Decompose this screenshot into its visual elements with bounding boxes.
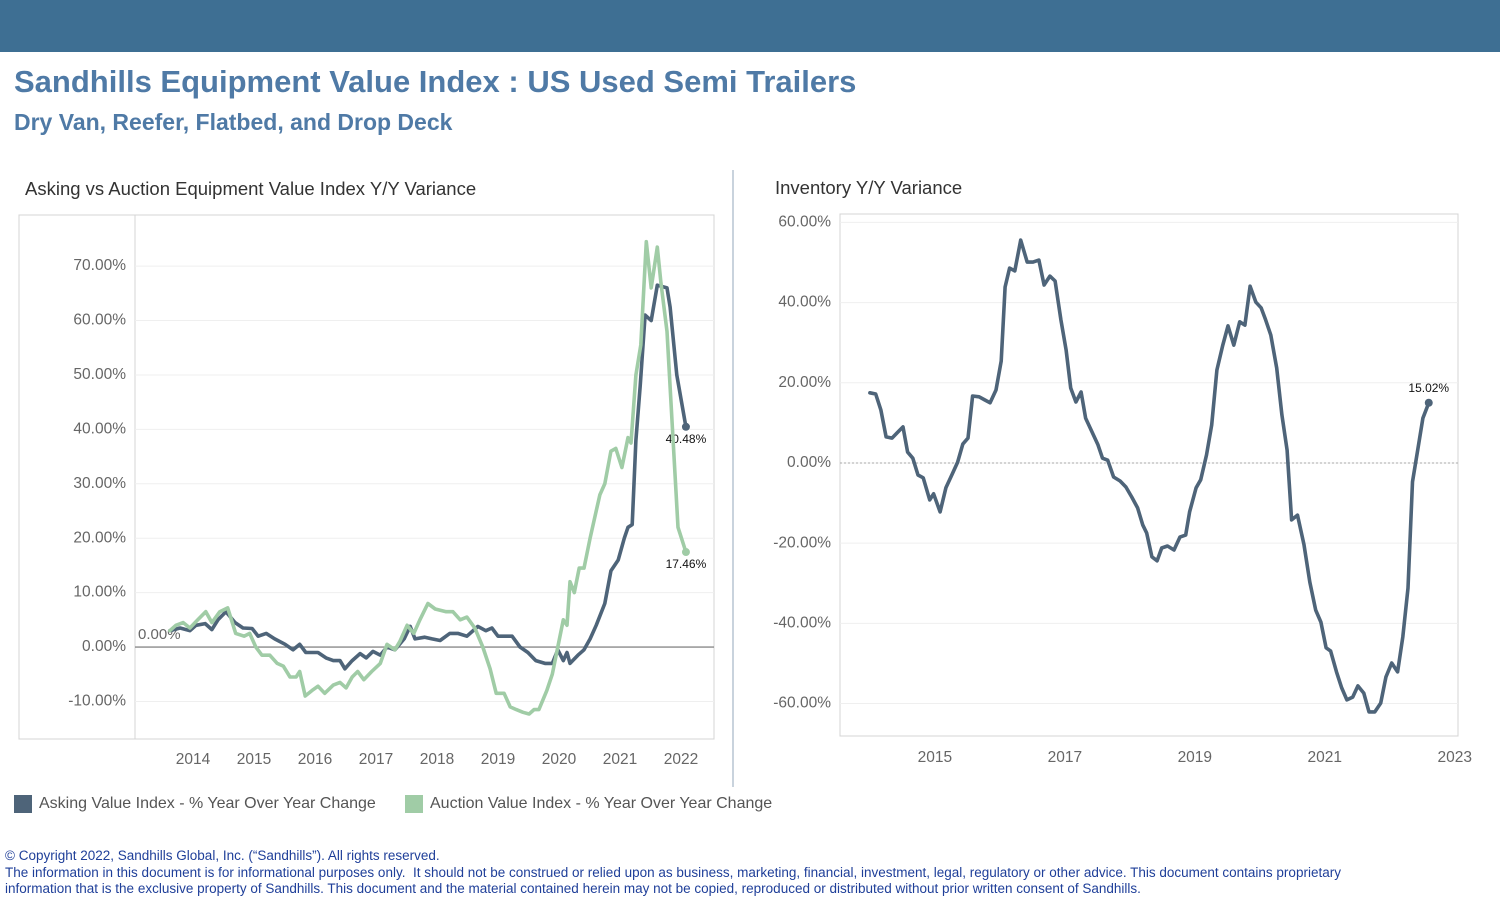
header-band	[0, 0, 1500, 52]
x-tick-label: 2017	[359, 751, 393, 768]
legend-label: Asking Value Index - % Year Over Year Ch…	[39, 795, 376, 812]
value-label: 17.46%	[666, 557, 707, 571]
y-tick-label: -20.00%	[773, 534, 831, 551]
chart-title: Inventory Y/Y Variance	[775, 177, 962, 198]
y-tick-label: 40.00%	[778, 294, 831, 311]
legend-swatch	[14, 795, 32, 813]
legend-swatch	[405, 795, 423, 813]
x-tick-label: 2015	[918, 749, 952, 766]
page-subtitle: Dry Van, Reefer, Flatbed, and Drop Deck	[14, 109, 453, 135]
plot-frame	[839, 213, 1459, 737]
value-label: 40.48%	[666, 432, 707, 446]
y-tick-label: -40.00%	[773, 614, 831, 631]
y-tick-label: 20.00%	[778, 374, 831, 391]
x-tick-label: 2016	[298, 751, 332, 768]
y-tick-label: -10.00%	[68, 693, 126, 710]
x-tick-label: 2019	[481, 751, 515, 768]
value-label: 15.02%	[1408, 381, 1449, 395]
y-tick-label: 40.00%	[73, 420, 126, 437]
x-tick-label: 2023	[1438, 749, 1472, 766]
x-tick-label: 2021	[1308, 749, 1342, 766]
plot-frame	[18, 214, 715, 740]
x-tick-label: 2022	[664, 751, 698, 768]
y-tick-label: 50.00%	[73, 366, 126, 383]
line-series	[168, 283, 688, 671]
x-tick-label: 2015	[237, 751, 271, 768]
y-tick-label: 10.00%	[73, 584, 126, 601]
y-tick-label: 60.00%	[778, 214, 831, 231]
y-tick-label: 70.00%	[73, 257, 126, 274]
chart-title: Asking vs Auction Equipment Value Index …	[25, 178, 476, 199]
x-tick-label: 2020	[542, 751, 577, 768]
y-tick-label: -60.00%	[773, 695, 831, 712]
x-tick-label: 2014	[176, 751, 211, 768]
y-tick-label: 0.00%	[787, 454, 831, 471]
disclaimer-line: information that is the exclusive proper…	[5, 881, 1141, 896]
dashboard: Sandhills Equipment Value Index : US Use…	[0, 0, 1500, 813]
y-tick-label: 0.00%	[82, 638, 126, 655]
y-tick-label: 30.00%	[73, 475, 126, 492]
x-tick-label: 2018	[420, 751, 454, 768]
end-point	[681, 422, 690, 431]
line-series	[868, 238, 1431, 714]
end-point	[1424, 398, 1433, 407]
y-tick-label: 20.00%	[73, 529, 126, 546]
copyright: © Copyright 2022, Sandhills Global, Inc.…	[5, 848, 440, 863]
x-tick-label: 2021	[603, 751, 637, 768]
disclaimer-line: The information in this document is for …	[5, 865, 1341, 880]
x-tick-label: 2017	[1048, 749, 1082, 766]
page-title: Sandhills Equipment Value Index : US Use…	[14, 64, 856, 99]
y-tick-label: 60.00%	[73, 312, 126, 329]
legend-label: Auction Value Index - % Year Over Year C…	[430, 795, 772, 812]
x-tick-label: 2019	[1178, 749, 1212, 766]
line-series	[168, 239, 688, 716]
end-point	[681, 548, 690, 557]
